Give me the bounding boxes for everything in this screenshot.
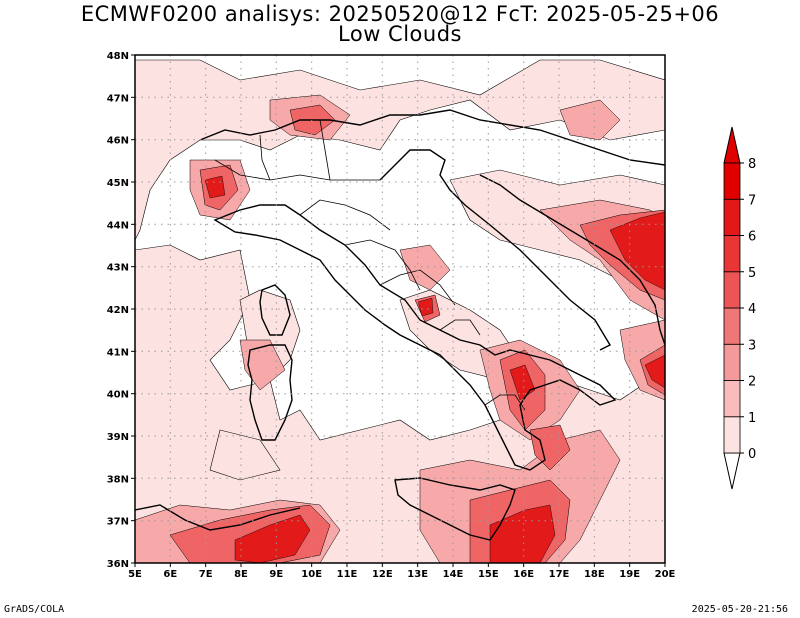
y-tick-label: 43N [107,263,129,274]
coastlines [135,109,665,541]
x-tick-label: 15E [478,569,499,580]
x-tick-label: 12E [372,569,393,580]
colorbar-swatch [723,307,741,345]
x-tick-label: 9E [269,569,283,580]
x-tick-label: 19E [619,569,640,580]
x-tick-label: 7E [199,569,213,580]
colorbar-swatch [723,235,741,273]
y-tick-label: 45N [107,178,129,189]
colorbar-min-arrow [723,452,741,490]
colorbar-max-arrow [723,126,741,164]
x-axis: 5E 6E 7E 8E 9E 10E 11E 12E 13E 14E 15E 16E 17E 18E 19E… [128,563,676,580]
x-tick-label: 17E [549,569,570,580]
colorbar-label: 2 [748,375,756,390]
y-tick-label: 41N [107,347,129,358]
y-tick-label: 48N [107,51,129,62]
colorbar: 0 1 2 3 4 5 6 7 8 [723,126,756,490]
colorbar-swatch [723,343,741,381]
colorbar-swatch [723,271,741,309]
x-tick-label: 10E [301,569,322,580]
map-subtitle: Low Clouds [338,22,462,46]
footer-timestamp: 2025-05-20-21:56 [691,604,788,615]
y-tick-label: 47N [107,93,129,104]
map-title: ECMWF0200 analisys: 20250520@12 FcT: 202… [80,2,720,26]
x-tick-label: 5E [128,569,142,580]
x-tick-label: 16E [513,569,534,580]
colorbar-swatch [723,162,741,200]
x-tick-label: 11E [337,569,358,580]
x-tick-label: 14E [443,569,464,580]
y-tick-label: 44N [107,220,129,231]
y-tick-label: 37N [107,517,129,528]
colorbar-label: 3 [748,338,756,353]
x-tick-label: 6E [163,569,177,580]
colorbar-swatch [723,416,741,454]
footer-software: GrADS/COLA [4,604,65,615]
x-tick-label: 8E [234,569,248,580]
y-tick-label: 46N [107,136,129,147]
x-tick-label: 13E [407,569,428,580]
y-tick-label: 38N [107,474,129,485]
colorbar-label: 7 [748,193,756,208]
colorbar-swatch [723,380,741,418]
colorbar-label: 5 [748,266,756,281]
y-tick-label: 36N [107,559,129,570]
colorbar-label: 8 [748,157,756,172]
low-clouds-field [135,59,665,563]
y-tick-label: 39N [107,432,129,443]
region-borders [214,119,526,411]
x-tick-label: 20E [655,569,676,580]
y-axis: 36N 37N 38N 39N 40N 41N 42N 43N 44N 45N 46N 47N 48N [107,51,135,570]
x-tick-label: 18E [584,569,605,580]
colorbar-label: 4 [748,302,756,317]
y-tick-label: 42N [107,305,129,316]
colorbar-label: 6 [748,230,756,245]
colorbar-label: 1 [748,411,756,426]
colorbar-label: 0 [748,447,756,462]
y-tick-label: 40N [107,390,129,401]
grid-lines [135,55,665,563]
colorbar-swatch [723,198,741,236]
